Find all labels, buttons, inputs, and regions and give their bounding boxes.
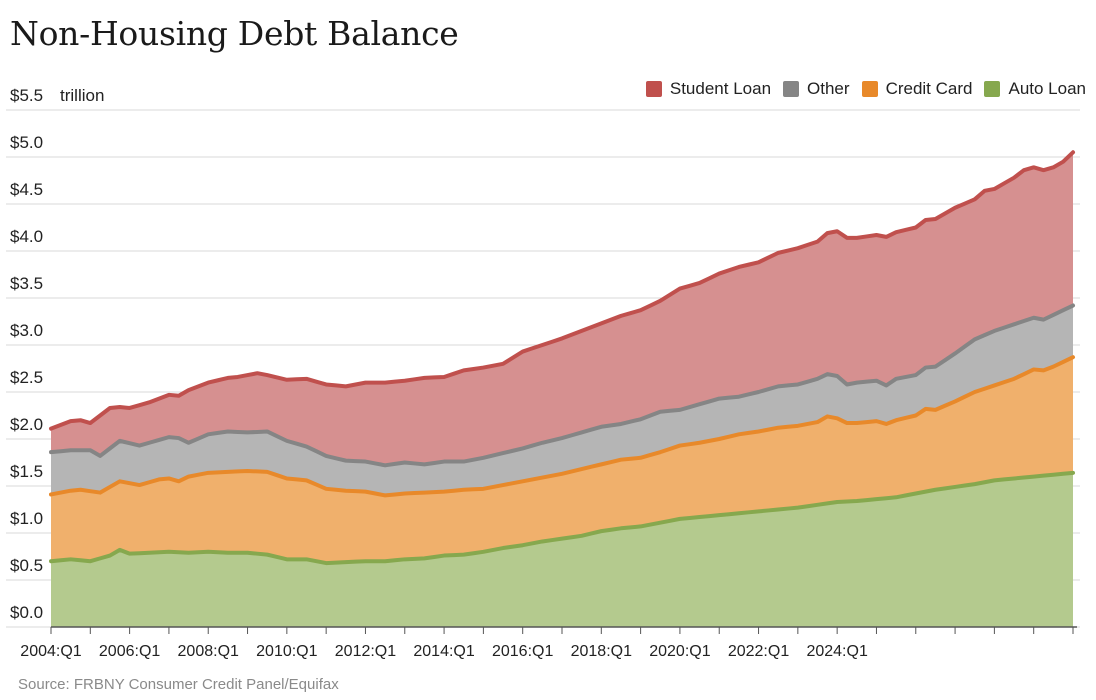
y-tick-label: $4.0 [10, 227, 43, 246]
y-tick-label: $0.5 [10, 556, 43, 575]
legend-item-student-loan: Student Loan [645, 79, 772, 99]
x-tick-label: 2016:Q1 [492, 643, 553, 660]
x-tick-label: 2024:Q1 [806, 643, 867, 660]
y-unit-label: trillion [60, 86, 104, 105]
y-tick-label: $2.5 [10, 368, 43, 387]
x-tick-label: 2020:Q1 [649, 643, 710, 660]
area-student [51, 152, 1073, 466]
x-tick-label: 2004:Q1 [20, 643, 81, 660]
y-tick-label: $5.0 [10, 133, 43, 152]
series-line-credit [49, 355, 1075, 498]
legend-label-credit-card: Credit Card [885, 79, 973, 98]
y-tick-label: $5.5 [10, 86, 43, 105]
legend-label-other: Other [807, 79, 850, 98]
x-tick-label: 2018:Q1 [571, 643, 632, 660]
y-tick-label: $2.0 [10, 415, 43, 434]
x-tick-label: 2012:Q1 [335, 643, 396, 660]
chart-title: Non-Housing Debt Balance [10, 14, 459, 53]
y-tick-label: $3.0 [10, 321, 43, 340]
legend-label-auto-loan: Auto Loan [1008, 79, 1086, 98]
legend-swatch-credit-card [861, 81, 878, 97]
x-tick-label: 2014:Q1 [413, 643, 474, 660]
y-tick-label: $1.5 [10, 462, 43, 481]
y-tick-label: $4.5 [10, 180, 43, 199]
y-tick-label: $0.0 [10, 603, 43, 622]
chart-legend: Student Loan Other Credit Card Auto Loan [634, 79, 1086, 99]
series-line-student [49, 150, 1075, 431]
x-tick-label: 2022:Q1 [728, 643, 789, 660]
legend-label-student-loan: Student Loan [669, 79, 772, 98]
series-line-auto [49, 470, 1075, 566]
area-auto [51, 472, 1073, 627]
legend-swatch-auto-loan [984, 81, 1001, 97]
y-tick-label: $3.5 [10, 274, 43, 293]
area-credit [51, 357, 1073, 564]
x-tick-label: 2010:Q1 [256, 643, 317, 660]
legend-item-other: Other [783, 79, 850, 99]
series-line-other [49, 303, 1075, 468]
x-tick-label: 2006:Q1 [99, 643, 160, 660]
legend-item-credit-card: Credit Card [861, 79, 973, 99]
legend-swatch-student-loan [645, 81, 662, 97]
legend-item-auto-loan: Auto Loan [984, 79, 1086, 99]
y-tick-label: $1.0 [10, 509, 43, 528]
x-tick-label: 2008:Q1 [178, 643, 239, 660]
source-note: Source: FRBNY Consumer Credit Panel/Equi… [18, 676, 339, 693]
legend-swatch-other [783, 81, 800, 97]
